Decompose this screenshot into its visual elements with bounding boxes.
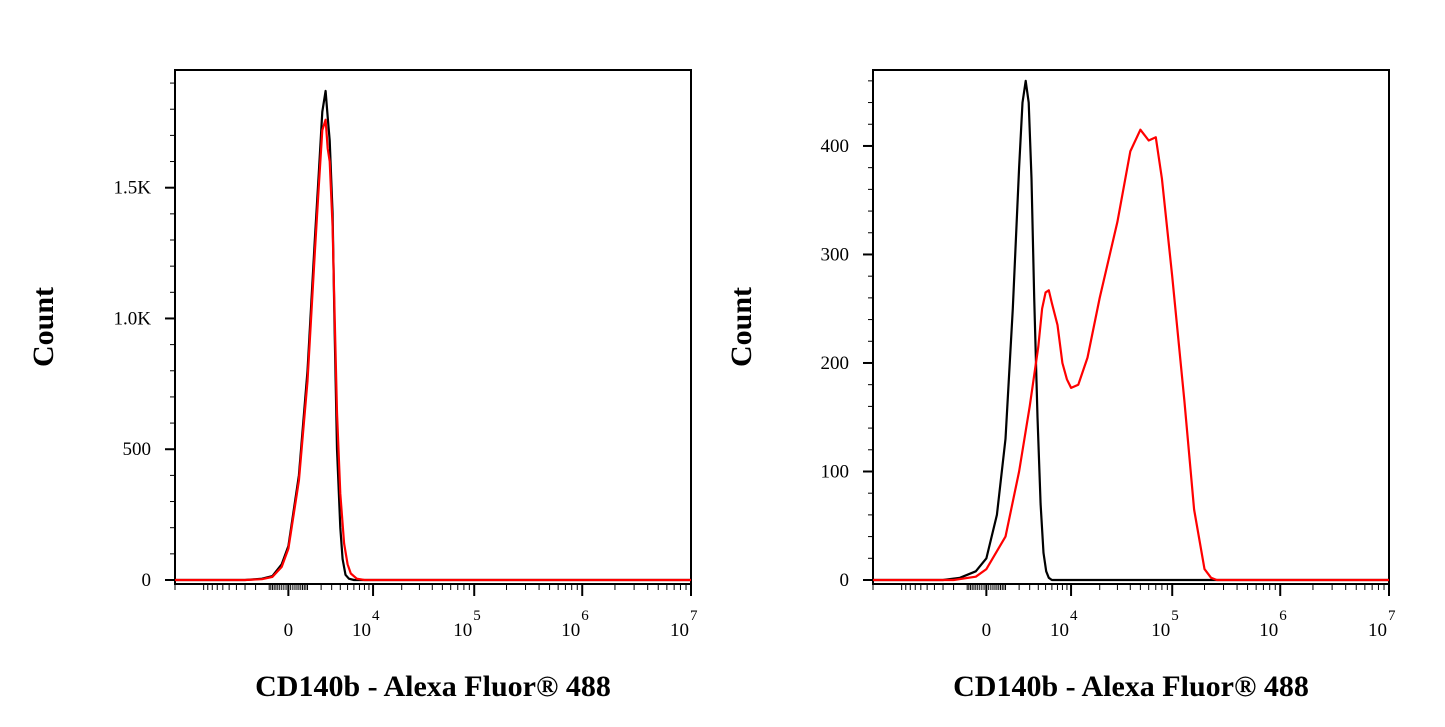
series-line-stained bbox=[873, 128, 1389, 582]
series-line-stained bbox=[175, 118, 691, 582]
x-tick-exponent: 7 bbox=[690, 608, 698, 624]
y-tick-label: 0 bbox=[840, 570, 850, 591]
x-tick-label: 10 bbox=[352, 620, 371, 641]
y-tick-label: 200 bbox=[821, 353, 850, 374]
x-axis-title: CD140b - Alexa Fluor® 488 bbox=[953, 670, 1309, 703]
y-axis-title: Count bbox=[27, 287, 60, 367]
plot-frame bbox=[872, 69, 1390, 585]
x-tick-label: 10 bbox=[561, 620, 580, 641]
x-tick-exponent: 4 bbox=[1070, 608, 1078, 624]
y-tick-label: 1.5K bbox=[114, 178, 152, 199]
y-tick-label: 0 bbox=[142, 570, 152, 591]
plot-frame bbox=[174, 69, 692, 585]
x-axis-title: CD140b - Alexa Fluor® 488 bbox=[255, 670, 611, 703]
x-tick-label: 10 bbox=[670, 620, 689, 641]
series-line-control bbox=[873, 79, 1389, 582]
x-tick-label: 0 bbox=[982, 620, 992, 641]
x-tick-label: 10 bbox=[1368, 620, 1387, 641]
x-tick-label: 10 bbox=[1151, 620, 1170, 641]
y-axis-title: Count bbox=[725, 287, 758, 367]
series-line-control bbox=[175, 89, 691, 582]
x-tick-exponent: 5 bbox=[1171, 608, 1179, 624]
y-tick-label: 100 bbox=[821, 461, 850, 482]
x-tick-label: 10 bbox=[1050, 620, 1069, 641]
x-tick-exponent: 4 bbox=[372, 608, 380, 624]
x-tick-exponent: 6 bbox=[581, 608, 589, 624]
x-tick-exponent: 6 bbox=[1279, 608, 1287, 624]
y-tick-label: 500 bbox=[123, 439, 152, 460]
x-tick-label: 10 bbox=[1259, 620, 1278, 641]
x-tick-exponent: 7 bbox=[1388, 608, 1396, 624]
x-tick-exponent: 5 bbox=[473, 608, 481, 624]
x-tick-label: 0 bbox=[284, 620, 294, 641]
x-tick-label: 10 bbox=[453, 620, 472, 641]
y-tick-label: 300 bbox=[821, 244, 850, 265]
y-tick-label: 400 bbox=[821, 136, 850, 157]
y-tick-label: 1.0K bbox=[114, 308, 152, 329]
